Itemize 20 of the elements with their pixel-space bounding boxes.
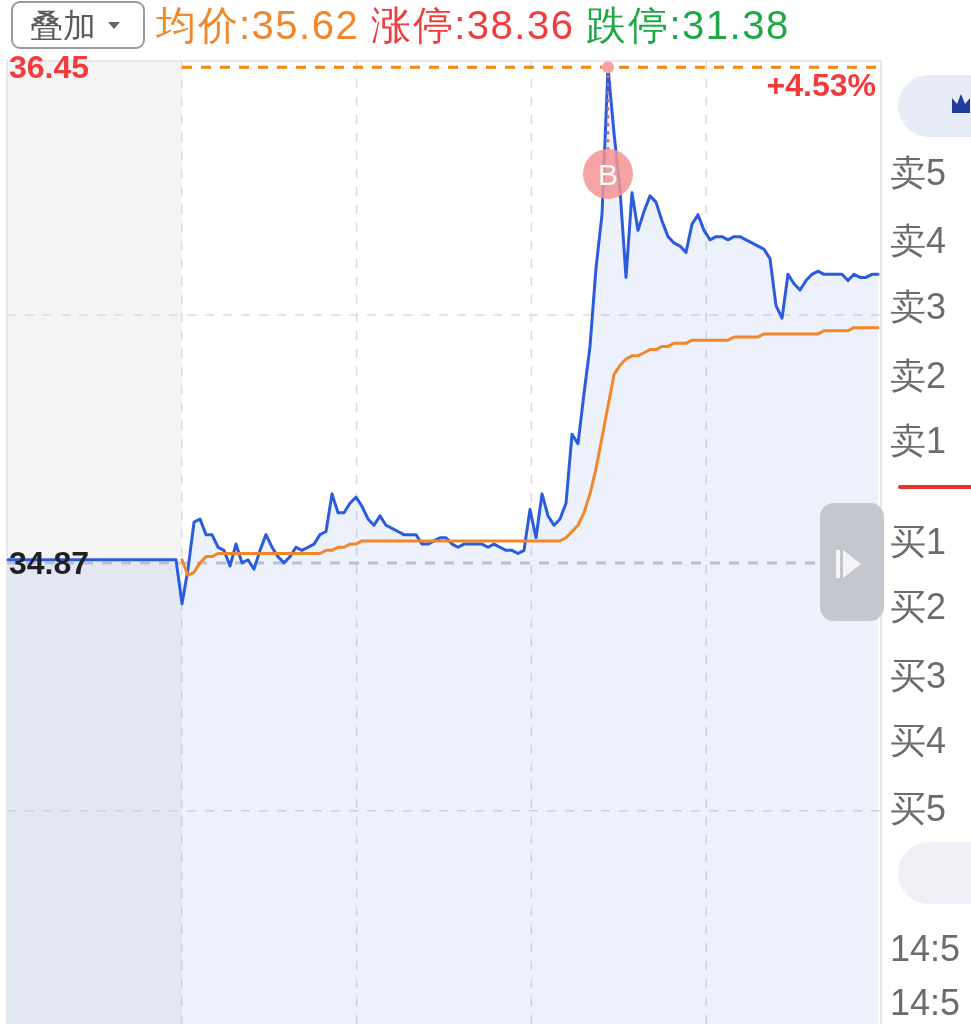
text: 买5 [890, 787, 947, 829]
line-series [180, 326, 880, 577]
text: 卖1 [890, 419, 947, 461]
series-label: B [597, 158, 619, 192]
text: 卖2 [890, 354, 947, 396]
text: 14:5 [890, 927, 961, 969]
text: 涨停:38.36 [371, 3, 575, 47]
text: 14:5 [890, 981, 961, 1023]
text: 跌停:31.38 [586, 3, 790, 47]
text: 均价:35.62 [155, 3, 360, 47]
annotation: +4.53% [766, 67, 876, 104]
text: 卖4 [890, 219, 947, 261]
text: 买3 [890, 654, 947, 696]
text: 买2 [890, 585, 947, 627]
text: 卖5 [890, 151, 947, 193]
text: 卖3 [890, 285, 947, 327]
y-tick-label: 36.45 [9, 49, 90, 86]
text: 叠加 [30, 6, 96, 44]
text: 买1 [890, 520, 947, 562]
text: 买4 [890, 719, 947, 761]
